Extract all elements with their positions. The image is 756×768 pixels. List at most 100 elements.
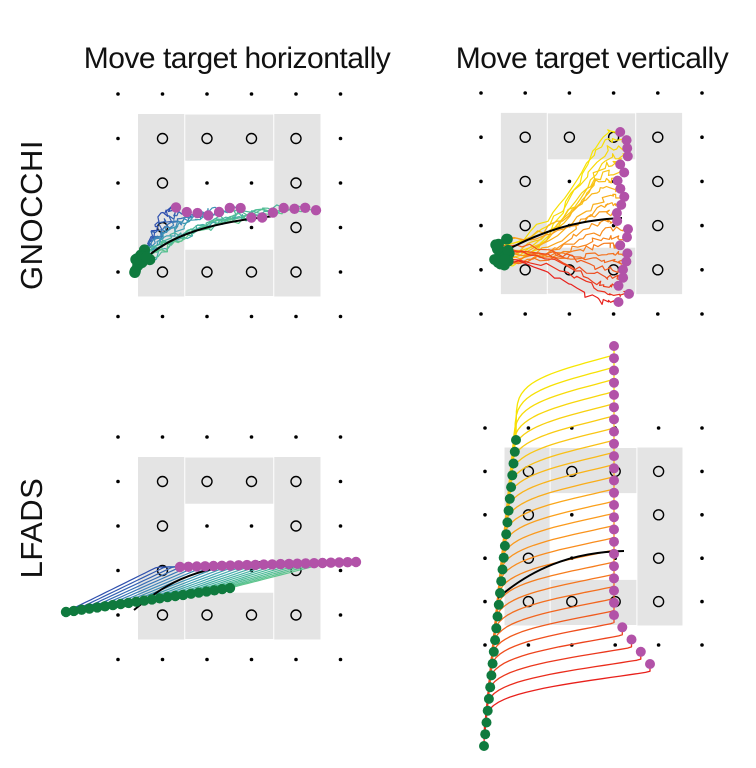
start-marker — [177, 589, 189, 601]
end-marker — [292, 558, 303, 569]
end-marker — [609, 536, 619, 547]
end-marker — [621, 256, 632, 267]
grid-dot — [611, 312, 616, 316]
end-marker — [183, 561, 194, 572]
end-marker — [342, 557, 353, 568]
start-marker — [482, 705, 493, 716]
end-marker — [609, 353, 619, 364]
grid-dot — [567, 312, 572, 316]
start-marker — [485, 682, 496, 693]
end-marker — [181, 206, 192, 218]
panel-gnocchi-vertical — [479, 91, 704, 316]
grid-dot — [160, 92, 165, 96]
start-marker — [502, 517, 513, 528]
grid-dot — [338, 270, 343, 274]
end-marker-group — [174, 556, 362, 573]
target-ring — [201, 266, 213, 278]
grid-dot — [338, 136, 343, 141]
target-ring — [652, 465, 665, 478]
grid-dot — [483, 426, 487, 430]
end-marker — [609, 610, 619, 621]
target-ring — [245, 132, 258, 145]
trajectory-line — [497, 247, 624, 281]
end-marker — [609, 561, 619, 572]
grid-dots — [479, 91, 704, 316]
end-marker — [609, 573, 619, 584]
start-marker — [107, 599, 119, 611]
start-marker — [490, 635, 501, 646]
trajectory-line — [488, 615, 615, 699]
column-title-horizontal: Move target horizontally — [84, 42, 391, 75]
grid-dot — [700, 426, 704, 430]
trajectory-line — [485, 639, 633, 723]
end-marker — [609, 548, 619, 559]
end-marker — [612, 216, 623, 226]
target-ring — [519, 131, 531, 143]
end-marker — [216, 560, 228, 571]
panel-lfads-horizontal — [60, 435, 362, 662]
grid-dot — [338, 613, 343, 617]
end-marker — [609, 414, 619, 425]
end-marker — [645, 659, 655, 669]
grid-dot — [700, 91, 704, 95]
end-marker — [258, 559, 269, 570]
start-marker — [511, 435, 521, 445]
start-marker — [146, 594, 158, 605]
grid-dot — [294, 92, 298, 96]
target-ring — [519, 219, 531, 232]
start-marker — [217, 583, 228, 595]
end-marker — [613, 297, 624, 307]
grid-dot — [567, 179, 572, 184]
target-ring — [290, 177, 302, 189]
grid-dot — [116, 225, 120, 230]
end-marker — [624, 288, 634, 299]
trajectory-line — [514, 358, 615, 452]
grid-dot — [249, 524, 254, 528]
end-marker — [350, 556, 362, 568]
start-marker — [499, 254, 511, 265]
end-marker — [278, 202, 289, 214]
target-ring — [290, 609, 302, 621]
end-marker — [609, 500, 619, 510]
end-marker — [609, 377, 619, 388]
target-ring — [652, 595, 665, 608]
start-marker — [60, 606, 72, 618]
grid-dot — [656, 643, 661, 647]
trajectory-line — [494, 553, 615, 641]
start-marker — [492, 611, 503, 622]
target-ring — [201, 132, 213, 145]
end-marker-group — [611, 127, 634, 307]
trajectory-line — [490, 590, 615, 676]
grid-dot — [526, 426, 531, 430]
grid-dot — [249, 181, 254, 185]
end-marker — [325, 557, 337, 568]
trajectory-line — [484, 651, 642, 735]
end-marker — [609, 475, 619, 486]
end-marker — [191, 561, 202, 572]
target-ring — [652, 552, 665, 564]
end-marker — [609, 365, 619, 376]
end-marker — [615, 183, 626, 194]
grid-dot — [116, 613, 120, 617]
start-marker — [493, 599, 504, 610]
end-marker — [609, 524, 619, 535]
end-marker — [613, 280, 624, 291]
grid-dot — [205, 314, 209, 319]
end-marker — [622, 151, 633, 162]
start-marker-group — [489, 233, 515, 271]
grid-dot — [338, 479, 343, 484]
grid-dot — [338, 524, 343, 528]
grid-dot — [116, 568, 120, 573]
grid-dot — [338, 657, 343, 662]
end-marker — [300, 558, 311, 569]
target-ring — [156, 266, 169, 278]
trajectory-line — [508, 250, 630, 265]
end-marker — [267, 207, 279, 218]
target-ring — [156, 475, 169, 488]
end-marker — [612, 175, 623, 186]
target-ring — [290, 132, 302, 145]
start-marker — [479, 741, 489, 751]
grid-dot — [338, 568, 343, 573]
target-ring — [156, 132, 169, 145]
